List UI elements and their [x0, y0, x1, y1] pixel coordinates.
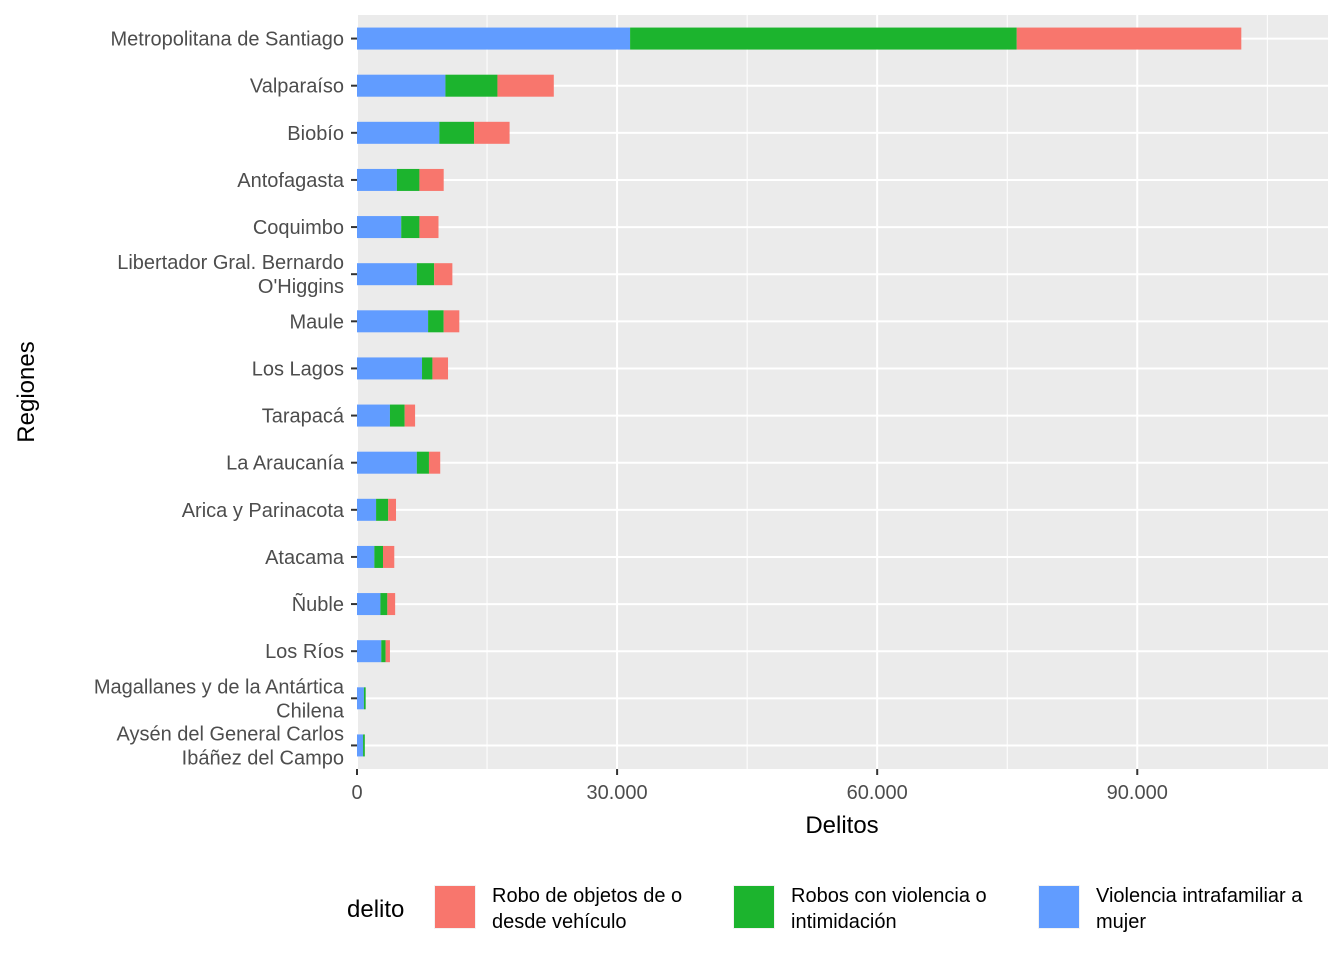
- x-tick-label: 60.000: [847, 782, 908, 804]
- bar-segment: [416, 451, 429, 474]
- bar-segment: [357, 27, 631, 50]
- y-axis: Metropolitana de Santiago Valparaíso Biobí…: [94, 29, 357, 769]
- bar-segment: [404, 404, 416, 427]
- y-tick-label: Arica y Parinacota: [182, 500, 345, 522]
- bar-segment: [357, 545, 375, 568]
- bar-segment: [357, 263, 417, 286]
- bar-segment: [428, 310, 444, 333]
- y-axis-title: Regiones: [13, 341, 40, 442]
- bar-segment: [374, 545, 384, 568]
- legend-swatch: [435, 886, 475, 928]
- y-tick-label: Aysén del General Carlos: [116, 723, 344, 745]
- bar-segment: [357, 404, 390, 427]
- bar-segment: [357, 168, 397, 191]
- bar-segment: [439, 121, 475, 144]
- x-tick-label: 90.000: [1107, 782, 1168, 804]
- bar-segment: [434, 263, 453, 286]
- bar-segment: [357, 734, 364, 757]
- bar-segment: [385, 640, 390, 663]
- legend-label: desde vehículo: [492, 911, 627, 933]
- y-tick-label: Libertador Gral. Bernardo: [117, 252, 344, 274]
- y-tick-label: Antofagasta: [237, 170, 345, 192]
- x-tick-label: 30.000: [587, 782, 648, 804]
- x-tick-label: 0: [351, 782, 362, 804]
- bar-segment: [388, 498, 397, 521]
- legend-label: Robo de objetos de o: [492, 885, 682, 907]
- y-tick-label: O'Higgins: [258, 276, 344, 298]
- y-tick-label: Atacama: [265, 547, 345, 569]
- bar-segment: [380, 593, 388, 616]
- bar-segment: [376, 498, 389, 521]
- bar-segment: [357, 121, 440, 144]
- y-tick-label: Los Lagos: [252, 358, 344, 380]
- legend-swatch: [734, 886, 774, 928]
- bar-segment: [389, 404, 405, 427]
- bar-segment: [363, 734, 365, 757]
- y-tick-label: Magallanes y de la Antártica: [94, 676, 345, 698]
- legend-label: intimidación: [791, 911, 897, 933]
- legend: delito Robo de objetos de o desde vehícul…: [347, 885, 1303, 933]
- bar-segment: [357, 687, 364, 710]
- bar-segment: [630, 27, 1017, 50]
- bar-segment: [357, 593, 381, 616]
- bar-segment: [363, 687, 366, 710]
- legend-label: Robos con violencia o: [791, 885, 987, 907]
- y-tick-label: Coquimbo: [253, 217, 344, 239]
- bars: [357, 27, 1242, 757]
- y-tick-label: Valparaíso: [250, 76, 344, 98]
- x-axis-title: Delitos: [805, 812, 878, 839]
- y-tick-label: Metropolitana de Santiago: [111, 29, 345, 51]
- legend-label: Violencia intrafamiliar a: [1096, 885, 1303, 907]
- y-tick-label: Ibáñez del Campo: [182, 747, 344, 769]
- bar-segment: [422, 357, 433, 380]
- bar-segment: [432, 357, 449, 380]
- bar-segment: [419, 168, 444, 191]
- bar-segment: [383, 545, 395, 568]
- bar-segment: [428, 451, 441, 474]
- x-axis: 0 30.000 60.000 90.000: [351, 769, 1168, 804]
- y-tick-label: Ñuble: [292, 592, 344, 616]
- y-tick-label: La Araucanía: [226, 453, 345, 475]
- y-tick-label: Tarapacá: [262, 406, 345, 428]
- bar-segment: [357, 74, 446, 97]
- panel-background: [357, 15, 1328, 769]
- legend-swatch: [1039, 886, 1079, 928]
- bar-segment: [497, 74, 554, 97]
- bar-segment: [357, 451, 417, 474]
- bar-segment: [401, 216, 420, 239]
- bar-segment: [443, 310, 460, 333]
- y-tick-label: Los Ríos: [265, 641, 344, 663]
- bar-segment: [357, 310, 429, 333]
- bar-segment: [357, 498, 377, 521]
- bar-segment: [445, 74, 498, 97]
- bar-segment: [416, 263, 435, 286]
- bar-segment: [419, 216, 439, 239]
- legend-title: delito: [347, 896, 404, 923]
- y-tick-label: Biobío: [287, 123, 344, 145]
- bar-segment: [357, 357, 423, 380]
- bar-segment: [357, 640, 382, 663]
- y-tick-label: Maule: [290, 311, 344, 333]
- bar-segment: [396, 168, 420, 191]
- bar-segment: [1016, 27, 1242, 50]
- bar-segment: [357, 216, 402, 239]
- bar-segment: [381, 640, 386, 663]
- bar-segment: [387, 593, 396, 616]
- legend-label: mujer: [1096, 911, 1146, 933]
- bar-segment: [474, 121, 510, 144]
- y-tick-label: Chilena: [276, 700, 345, 722]
